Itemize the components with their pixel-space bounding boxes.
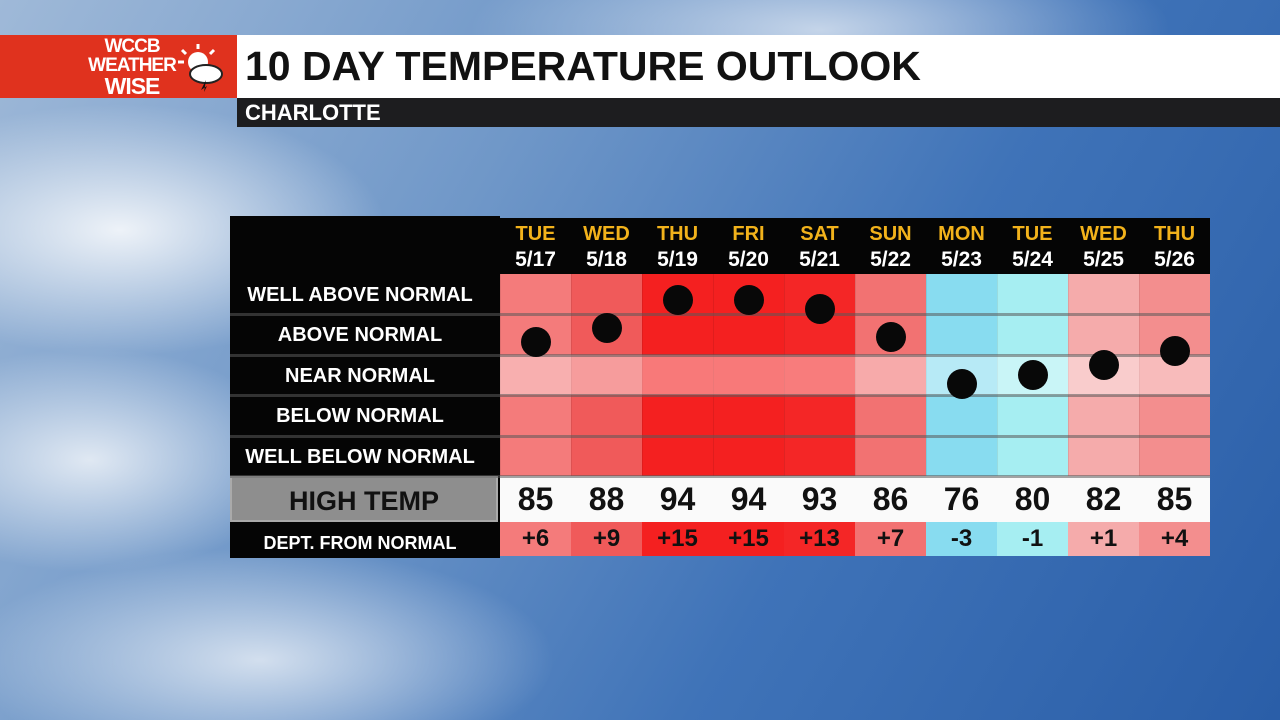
dept-value: +9 bbox=[571, 522, 642, 556]
row-separator bbox=[230, 394, 1210, 398]
anomaly-dot bbox=[520, 326, 551, 357]
anomaly-dot bbox=[875, 322, 906, 353]
category-column bbox=[571, 274, 642, 476]
near-normal-band bbox=[784, 354, 855, 396]
header-cell bbox=[997, 218, 1068, 274]
high-temp: 93 bbox=[784, 476, 855, 522]
dept-value: +13 bbox=[784, 522, 855, 556]
logo: WCCB WEATHER WISE bbox=[82, 36, 182, 99]
dept-value: -3 bbox=[926, 522, 997, 556]
row-separator bbox=[230, 313, 1210, 317]
high-temp: 85 bbox=[500, 476, 571, 522]
dept-value: +7 bbox=[855, 522, 926, 556]
logo-line: WEATHER bbox=[88, 55, 177, 76]
high-temp: 80 bbox=[997, 476, 1068, 522]
day-date: 5/22 bbox=[870, 248, 911, 271]
near-normal-band bbox=[571, 354, 642, 396]
anomaly-dot bbox=[1159, 336, 1190, 367]
high-temp: 76 bbox=[926, 476, 997, 522]
day-name: FRI bbox=[732, 223, 765, 245]
logo-line: WISE bbox=[104, 73, 161, 99]
anomaly-dot bbox=[804, 293, 835, 324]
anomaly-dot bbox=[662, 284, 693, 315]
row-label: BELOW NORMAL bbox=[276, 405, 444, 428]
header-cell bbox=[713, 218, 784, 274]
header-cell bbox=[571, 218, 642, 274]
day-date: 5/23 bbox=[941, 248, 982, 271]
high-temp: 94 bbox=[713, 476, 784, 522]
near-normal-band bbox=[500, 354, 571, 396]
header-cell bbox=[926, 218, 997, 274]
day-name: MON bbox=[938, 223, 985, 245]
high-temp: 88 bbox=[571, 476, 642, 522]
dept-value: +15 bbox=[642, 522, 713, 556]
day-name: TUE bbox=[1012, 223, 1053, 245]
day-name: TUE bbox=[515, 223, 556, 245]
anomaly-dot bbox=[733, 284, 764, 315]
header-cell bbox=[784, 218, 855, 274]
day-date: 5/21 bbox=[799, 248, 840, 271]
day-name: WED bbox=[1080, 223, 1127, 245]
header-cell bbox=[855, 218, 926, 274]
day-name: THU bbox=[1153, 223, 1196, 245]
row-separator bbox=[230, 434, 1210, 438]
row-label: ABOVE NORMAL bbox=[277, 324, 443, 347]
location: CHARLOTTE bbox=[237, 98, 1280, 127]
logo-line: WCCB bbox=[104, 36, 160, 57]
day-date: 5/19 bbox=[657, 248, 698, 271]
anomaly-dot bbox=[1017, 359, 1048, 390]
day-name: THU bbox=[656, 223, 699, 245]
header-cell bbox=[500, 218, 571, 274]
day-date: 5/24 bbox=[1012, 248, 1053, 271]
logo-icon bbox=[178, 44, 223, 92]
row-label: WELL BELOW NORMAL bbox=[245, 445, 475, 468]
row-separator bbox=[230, 353, 1210, 357]
dept-value: +15 bbox=[713, 522, 784, 556]
near-normal-band bbox=[855, 354, 926, 396]
day-date: 5/17 bbox=[515, 248, 556, 271]
header-cell bbox=[642, 218, 713, 274]
anomaly-dot bbox=[1088, 350, 1119, 381]
day-date: 5/20 bbox=[728, 248, 769, 271]
row-separator bbox=[230, 475, 1210, 478]
header-cell bbox=[1139, 218, 1210, 274]
high-temp: 86 bbox=[855, 476, 926, 522]
near-normal-band bbox=[713, 354, 784, 396]
dept-value: +4 bbox=[1139, 522, 1210, 556]
anomaly-dot bbox=[591, 312, 622, 343]
title: 10 DAY TEMPERATURE OUTLOOK bbox=[237, 35, 1280, 98]
category-column bbox=[1139, 274, 1210, 476]
row-label: NEAR NORMAL bbox=[285, 364, 435, 387]
anomaly-dot bbox=[946, 369, 977, 400]
dept-value: -1 bbox=[997, 522, 1068, 556]
header-cell bbox=[1068, 218, 1139, 274]
day-name: SUN bbox=[869, 223, 912, 245]
day-date: 5/26 bbox=[1154, 248, 1195, 271]
near-normal-band bbox=[642, 354, 713, 396]
high-label: HIGH TEMP bbox=[230, 476, 498, 522]
dept-value: +1 bbox=[1068, 522, 1139, 556]
category-column bbox=[500, 274, 571, 476]
day-name: WED bbox=[583, 223, 630, 245]
day-date: 5/25 bbox=[1083, 248, 1124, 271]
row-label: WELL ABOVE NORMAL bbox=[247, 284, 473, 306]
high-temp: 82 bbox=[1068, 476, 1139, 522]
dept-label: DEPT. FROM NORMAL bbox=[263, 533, 457, 553]
dept-value: +6 bbox=[500, 522, 571, 556]
high-temp: 85 bbox=[1139, 476, 1210, 522]
high-temp: 94 bbox=[642, 476, 713, 522]
category-column bbox=[855, 274, 926, 476]
day-date: 5/18 bbox=[586, 248, 627, 271]
day-name: SAT bbox=[800, 223, 839, 245]
